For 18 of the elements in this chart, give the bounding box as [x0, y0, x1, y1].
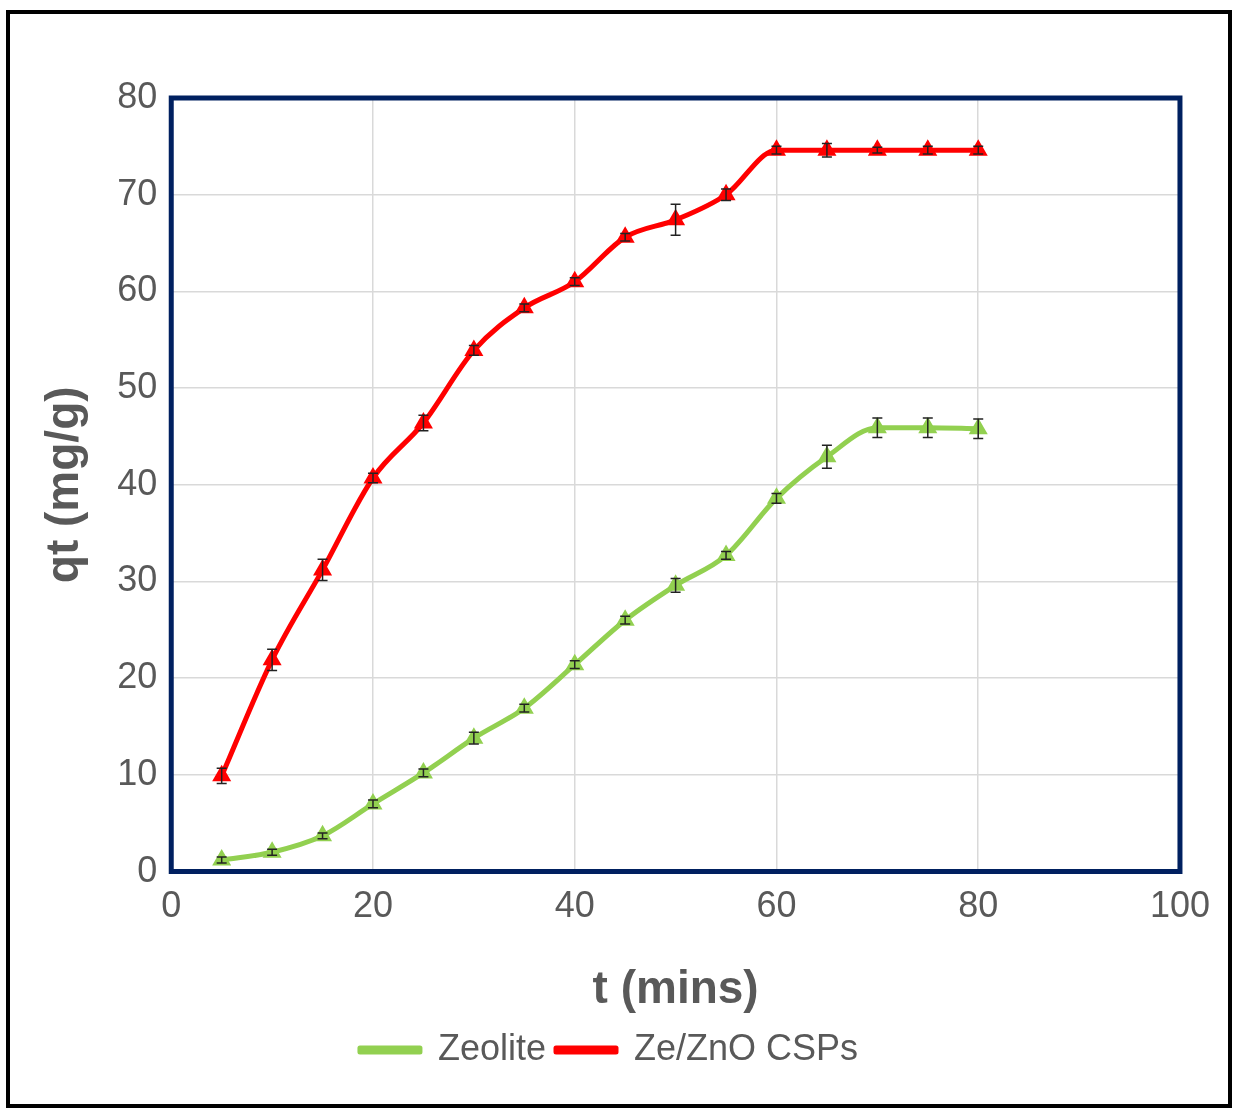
x-tick-label: 60	[756, 884, 797, 926]
legend-label: Ze/ZnO CSPs	[634, 1026, 859, 1068]
y-tick-label: 70	[117, 171, 158, 213]
x-axis-title: t (mins)	[592, 961, 759, 1014]
x-tick-label: 40	[554, 884, 595, 926]
y-tick-label: 10	[117, 751, 158, 793]
y-tick-label: 20	[117, 655, 158, 697]
x-tick-label: 80	[958, 884, 999, 926]
legend-label: Zeolite	[437, 1026, 547, 1068]
y-tick-label: 80	[117, 74, 158, 116]
y-tick-label: 40	[117, 461, 158, 503]
y-tick-label: 60	[117, 268, 158, 310]
y-tick-label: 30	[117, 558, 158, 600]
y-axis-title: qt (mg/g)	[36, 386, 89, 584]
y-tick-label: 50	[117, 365, 158, 407]
y-tick-label: 0	[137, 848, 158, 890]
x-tick-label: 20	[352, 884, 394, 926]
x-tick-label: 100	[1149, 884, 1211, 926]
